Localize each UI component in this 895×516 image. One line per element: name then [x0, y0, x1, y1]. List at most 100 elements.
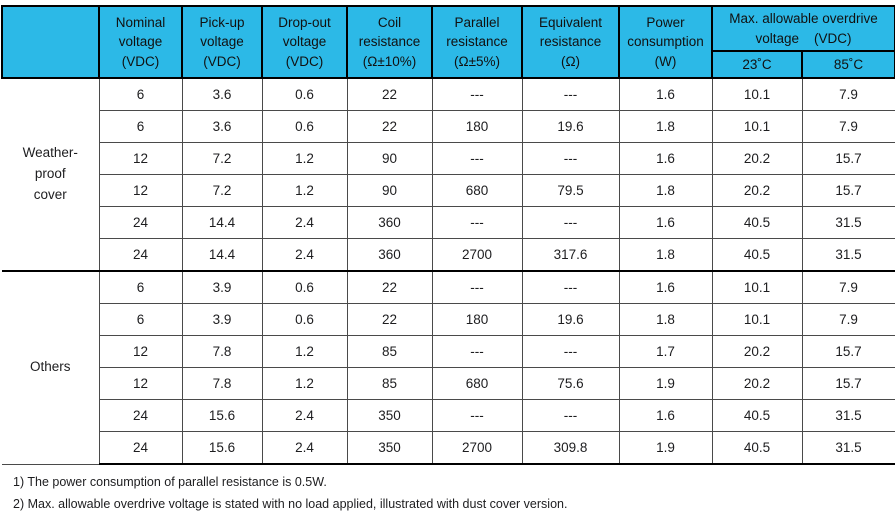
table-cell: 1.8 [618, 110, 713, 144]
table-cell: 31.5 [801, 399, 895, 433]
table-cell: 20.2 [711, 174, 803, 208]
table-cell: 15.7 [801, 174, 895, 208]
table-cell: 6 [98, 77, 183, 112]
table-cell: 40.5 [711, 431, 803, 466]
table-cell: 317.6 [521, 238, 620, 272]
table-cell: 7.9 [801, 270, 895, 305]
table-cell: --- [521, 77, 620, 112]
col-header-dropout-voltage: Drop-out voltage (VDC) [261, 4, 348, 80]
table-row: 12 7.8 1.2 85 680 75.6 1.9 20.2 15.7 [2, 367, 895, 401]
col-header-nominal-voltage: Nominal voltage (VDC) [98, 4, 183, 80]
table-cell: 20.2 [711, 142, 803, 176]
table-cell: 19.6 [521, 110, 620, 144]
table-cell: 180 [431, 110, 523, 144]
table-cell: 6 [98, 303, 183, 337]
table-row: 12 7.2 1.2 90 --- --- 1.6 20.2 15.7 [2, 142, 895, 176]
table-cell: 40.5 [711, 238, 803, 272]
table-body: Weather- proof cover 6 3.6 0.6 22 --- --- 1.6 10… [2, 77, 895, 466]
table-cell: 180 [431, 303, 523, 337]
table-cell: 7.9 [801, 110, 895, 144]
table-row: 24 15.6 2.4 350 2700 309.8 1.9 40.5 31.5 [2, 431, 895, 466]
table-cell: 15.6 [181, 399, 263, 433]
table-cell: 350 [346, 399, 433, 433]
table-cell: 0.6 [261, 270, 348, 305]
table-cell: 22 [346, 270, 433, 305]
table-cell: 31.5 [801, 206, 895, 240]
table-cell: 22 [346, 303, 433, 337]
col-header-23c: 23˚C [711, 50, 803, 80]
table-cell: 7.8 [181, 335, 263, 369]
table-cell: 7.2 [181, 174, 263, 208]
table-cell: --- [431, 399, 523, 433]
table-cell: --- [431, 142, 523, 176]
table-cell: 6 [98, 270, 183, 305]
table-header: Nominal voltage (VDC) Pick-up voltage (V… [1, 4, 895, 80]
table-cell: 85 [346, 367, 433, 401]
table-cell: 2.4 [261, 431, 348, 466]
table-row: 6 3.9 0.6 22 180 19.6 1.8 10.1 7.9 [2, 303, 895, 337]
table-cell: 1.9 [618, 367, 713, 401]
table-cell: 1.6 [618, 399, 713, 433]
table-cell: --- [521, 335, 620, 369]
table-cell: 15.7 [801, 335, 895, 369]
table-cell: 15.6 [181, 431, 263, 466]
table-cell: 7.9 [801, 303, 895, 337]
table-cell: 360 [346, 238, 433, 272]
table-cell: 2700 [431, 431, 523, 466]
table-cell: 350 [346, 431, 433, 466]
table-cell: 680 [431, 367, 523, 401]
table-cell: 3.9 [181, 303, 263, 337]
table-cell: 1.6 [618, 77, 713, 112]
table-cell: 7.8 [181, 367, 263, 401]
table-cell: 1.2 [261, 174, 348, 208]
table-cell: 2.4 [261, 238, 348, 272]
table-cell: 40.5 [711, 399, 803, 433]
table-cell: --- [431, 270, 523, 305]
col-header-85c: 85˚C [800, 50, 895, 80]
table-cell: 3.6 [181, 110, 263, 144]
table-cell: 3.9 [181, 270, 263, 305]
table-cell: 2.4 [261, 206, 348, 240]
table-cell: 24 [98, 399, 183, 433]
table-cell: 360 [346, 206, 433, 240]
col-header-coil-resistance: Coil resistance (Ω±10%) [346, 4, 433, 80]
table-row: Others 6 3.9 0.6 22 --- --- 1.6 10.1 7.9 [2, 270, 895, 465]
table-cell: 75.6 [521, 367, 620, 401]
table-cell: 85 [346, 335, 433, 369]
table-cell: 1.2 [261, 367, 348, 401]
table-cell: 22 [346, 77, 433, 112]
col-header-pickup-voltage: Pick-up voltage (VDC) [181, 4, 263, 80]
col-header-max-overdrive-voltage: Max. allowable overdrive voltage (VDC) [710, 4, 895, 53]
table-row: Weather- proof cover 6 3.6 0.6 22 --- --- 1.6 10… [2, 77, 895, 272]
table-cell: 1.6 [618, 206, 713, 240]
table-cell: 6 [98, 110, 183, 144]
table-cell: 1.6 [618, 142, 713, 176]
table-cell: 20.2 [711, 367, 803, 401]
table-cell: 90 [346, 142, 433, 176]
table-cell: 1.2 [261, 335, 348, 369]
table-cell: 2.4 [261, 399, 348, 433]
row-group-label: Weather- proof cover [2, 77, 100, 272]
table-cell: --- [521, 399, 620, 433]
table-cell: 10.1 [711, 77, 803, 112]
table-cell: --- [521, 206, 620, 240]
table-cell: --- [431, 206, 523, 240]
table-cell: 1.7 [618, 335, 713, 369]
coil-spec-table: Nominal voltage (VDC) Pick-up voltage (V… [1, 4, 895, 466]
col-header-equivalent-resistance: Equivalent resistance (Ω) [521, 4, 620, 80]
table-cell: 7.2 [181, 142, 263, 176]
table-cell: 24 [98, 238, 183, 272]
table-cell: 10.1 [711, 303, 803, 337]
table-cell: 12 [98, 335, 183, 369]
table-cell: 24 [98, 206, 183, 240]
table-cell: 24 [98, 431, 183, 466]
table-cell: 3.6 [181, 77, 263, 112]
table-cell: 22 [346, 110, 433, 144]
table-row: 24 14.4 2.4 360 --- --- 1.6 40.5 31.5 [2, 206, 895, 240]
table-cell: 19.6 [521, 303, 620, 337]
table-row: 24 14.4 2.4 360 2700 317.6 1.8 40.5 31.5 [2, 238, 895, 272]
table-cell: 79.5 [521, 174, 620, 208]
table-cell: 12 [98, 174, 183, 208]
row-group-label: Others [2, 270, 100, 465]
table-cell: 10.1 [711, 270, 803, 305]
